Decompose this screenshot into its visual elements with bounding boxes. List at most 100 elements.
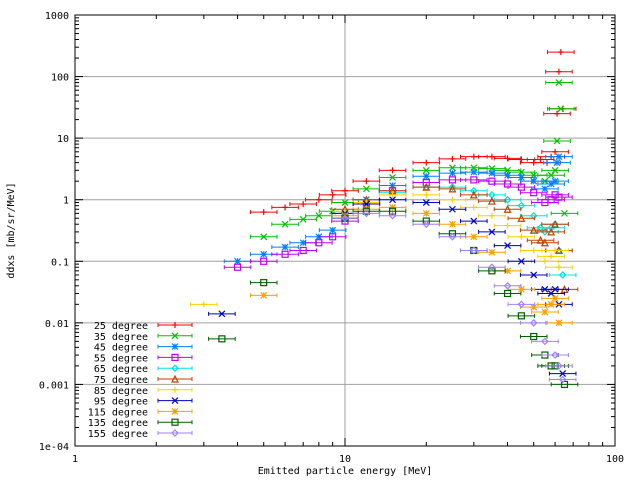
- data-point: [422, 209, 430, 217]
- data-point: [362, 200, 370, 208]
- data-point: [388, 207, 397, 215]
- data-point: [558, 271, 567, 279]
- marker-stroke: [517, 174, 525, 181]
- data-point: [555, 264, 562, 271]
- marker-stroke: [517, 213, 526, 222]
- marker-stroke: [422, 166, 430, 174]
- marker-stroke: [315, 212, 323, 220]
- legend-label: 115 degree: [88, 407, 148, 418]
- marker-stroke: [557, 105, 565, 113]
- marker-stroke: [541, 337, 549, 346]
- marker-stroke: [488, 169, 496, 177]
- marker-stroke: [541, 185, 549, 193]
- grid: [75, 15, 615, 446]
- legend-label: 65 degree: [94, 364, 148, 375]
- data-point: [503, 289, 512, 298]
- data-point: [518, 233, 525, 240]
- data-point: [536, 223, 545, 232]
- marker-stroke: [218, 335, 226, 343]
- data-point: [517, 201, 526, 210]
- data-point: [517, 312, 525, 320]
- data-point: [260, 257, 268, 265]
- marker-stroke: [487, 196, 496, 205]
- marker-stroke: [329, 233, 337, 241]
- marker-stroke: [281, 250, 289, 258]
- marker-stroke: [504, 171, 511, 179]
- data-point: [389, 191, 396, 198]
- data-point: [488, 212, 495, 219]
- data-point: [282, 204, 289, 211]
- marker-stroke: [449, 164, 456, 172]
- marker-stroke: [558, 375, 567, 384]
- marker-stroke: [260, 279, 268, 287]
- data-point: [518, 156, 525, 163]
- data-point: [551, 294, 559, 302]
- marker-stroke: [422, 199, 430, 206]
- data-point: [449, 169, 456, 177]
- marker-stroke: [389, 174, 396, 181]
- marker-stroke: [551, 177, 559, 185]
- data-point: [218, 335, 226, 343]
- data-point: [260, 291, 268, 299]
- marker-stroke: [362, 207, 370, 215]
- marker-stroke: [281, 243, 289, 251]
- data-point: [555, 153, 563, 161]
- marker-stroke: [488, 267, 496, 275]
- marker-stroke: [547, 227, 556, 236]
- marker-stroke: [530, 303, 538, 311]
- data-point: [329, 191, 336, 198]
- marker-stroke: [422, 182, 431, 191]
- legend-marker: [171, 332, 179, 340]
- data-point: [422, 220, 431, 229]
- data-point: [469, 186, 478, 195]
- data-point: [300, 201, 307, 208]
- data-point: [470, 168, 478, 176]
- marker-stroke: [530, 271, 538, 279]
- y-axis-label: ddxs [mb/sr/MeV]: [6, 182, 17, 278]
- marker-stroke: [503, 180, 512, 188]
- marker-stroke: [530, 177, 538, 185]
- data-point: [530, 271, 538, 279]
- data-point: [541, 308, 549, 316]
- marker-stroke: [555, 319, 563, 327]
- data-point: [448, 176, 457, 184]
- data-point: [504, 222, 511, 229]
- legend-label: 95 degree: [94, 397, 148, 408]
- data-point: [389, 174, 396, 181]
- data-point: [218, 310, 226, 318]
- data-point: [448, 184, 457, 193]
- data-point: [488, 263, 496, 272]
- data-point: [488, 248, 496, 256]
- data-point: [555, 319, 563, 327]
- data-point: [540, 238, 549, 247]
- data-point: [530, 189, 538, 197]
- marker-stroke: [540, 238, 549, 247]
- marker-stroke: [530, 332, 538, 341]
- data-point: [551, 351, 559, 359]
- marker-stroke: [488, 228, 496, 236]
- data-point: [281, 220, 289, 228]
- marker-stroke: [171, 343, 179, 351]
- data-point: [362, 185, 370, 193]
- marker-stroke: [504, 242, 511, 249]
- data-point: [448, 232, 457, 241]
- marker-stroke: [469, 246, 478, 255]
- marker-stroke: [551, 191, 559, 199]
- x-tick-label: 1: [72, 454, 78, 465]
- marker-stroke: [551, 219, 560, 228]
- data-point: [557, 105, 565, 113]
- marker-stroke: [234, 257, 241, 265]
- data-point: [389, 167, 396, 174]
- marker-stroke: [561, 209, 568, 217]
- data-point: [517, 257, 525, 265]
- legend-marker: [171, 429, 179, 437]
- marker-stroke: [541, 308, 549, 316]
- data-point: [234, 257, 241, 265]
- data-point: [342, 187, 348, 194]
- data-point: [555, 362, 563, 370]
- data-point: [537, 156, 544, 163]
- data-point: [341, 214, 349, 223]
- marker-stroke: [547, 300, 555, 308]
- marker-stroke: [551, 294, 559, 302]
- data-point: [422, 199, 430, 206]
